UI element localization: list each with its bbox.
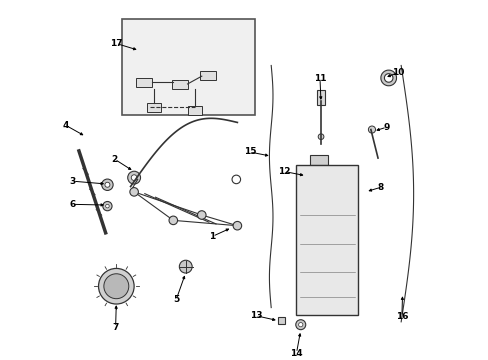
- Circle shape: [102, 179, 113, 190]
- Bar: [296, 165, 358, 315]
- Text: 13: 13: [249, 311, 262, 320]
- Text: 11: 11: [313, 74, 325, 83]
- Circle shape: [308, 174, 311, 177]
- Circle shape: [131, 175, 137, 180]
- Text: 4: 4: [62, 121, 69, 130]
- Bar: [146, 103, 161, 112]
- Circle shape: [367, 126, 375, 133]
- Text: 16: 16: [395, 312, 407, 321]
- Circle shape: [169, 216, 177, 225]
- Circle shape: [105, 204, 109, 208]
- Text: 10: 10: [391, 68, 403, 77]
- Bar: [317, 90, 324, 105]
- Circle shape: [197, 211, 205, 219]
- Circle shape: [298, 323, 302, 327]
- Ellipse shape: [330, 186, 354, 210]
- Circle shape: [305, 172, 314, 180]
- Text: 1: 1: [209, 232, 215, 241]
- Circle shape: [318, 134, 323, 140]
- Circle shape: [232, 175, 240, 184]
- Text: 12: 12: [278, 167, 290, 176]
- Text: 3: 3: [70, 177, 76, 186]
- Text: 9: 9: [383, 122, 389, 131]
- Text: 2: 2: [111, 154, 118, 163]
- Bar: [122, 19, 255, 115]
- Circle shape: [295, 320, 305, 330]
- Bar: [200, 71, 216, 80]
- Circle shape: [127, 171, 140, 184]
- Ellipse shape: [98, 269, 134, 304]
- Ellipse shape: [103, 274, 128, 299]
- Bar: [278, 317, 284, 324]
- Text: 17: 17: [109, 39, 122, 48]
- Bar: [187, 107, 202, 115]
- Circle shape: [130, 188, 138, 196]
- Text: 15: 15: [243, 148, 256, 157]
- Bar: [310, 155, 327, 165]
- Text: 6: 6: [69, 200, 75, 209]
- Text: 5: 5: [173, 295, 179, 304]
- Circle shape: [179, 260, 192, 273]
- Bar: [171, 80, 187, 89]
- Circle shape: [105, 182, 110, 187]
- Text: 8: 8: [377, 183, 383, 192]
- Text: 7: 7: [112, 323, 119, 332]
- Circle shape: [102, 202, 112, 211]
- Circle shape: [233, 221, 241, 230]
- Bar: [136, 78, 152, 87]
- Text: 14: 14: [289, 349, 302, 358]
